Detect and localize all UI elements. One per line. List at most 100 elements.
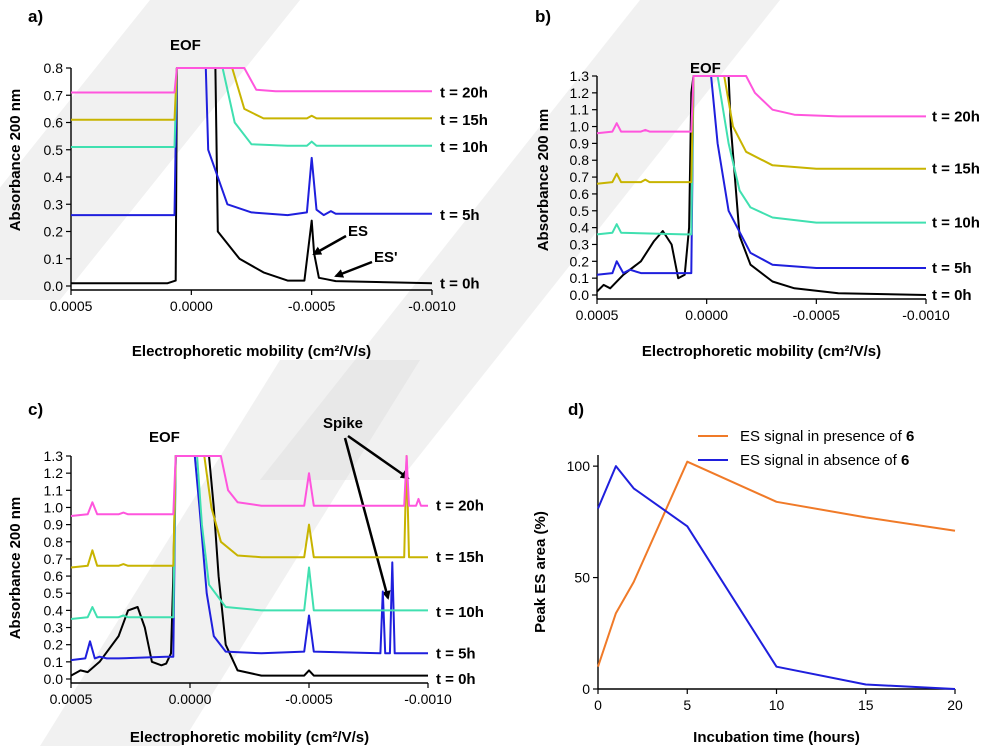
y-tick-label: 0.9 (570, 135, 590, 151)
y-axis-label: Absorbance 200 nm (7, 89, 24, 232)
y-axis-label: Absorbance 200 nm (535, 109, 552, 252)
y-tick-label: 0.5 (570, 203, 590, 219)
series-label-b-4: t = 20h (932, 108, 980, 125)
series-label-a-4: t = 20h (440, 85, 488, 102)
x-tick-label: -0.0010 (404, 691, 452, 707)
series-label-c-2: t = 10h (436, 604, 484, 621)
legend-entry-compound: 6 (906, 428, 914, 445)
chart-a: 0.0 0.1 0.2 0.3 0.4 0.5 0.6 0.7 0.8 0.0005 0.0000 -… (7, 60, 488, 360)
x-tick-label: -0.0010 (408, 298, 456, 314)
panel-a-es-prime-label: ES' (374, 249, 398, 266)
x-tick-label: 10 (769, 697, 785, 713)
y-tick-label: 1.2 (44, 465, 64, 481)
x-tick-label: -0.0005 (793, 307, 841, 323)
series-label-c-1: t = 5h (436, 645, 476, 662)
legend-entry-compound: 6 (901, 452, 909, 469)
y-tick-label: 1.3 (570, 68, 590, 84)
y-tick-label: 0 (582, 681, 590, 697)
y-tick-label: 0.1 (570, 270, 590, 286)
series-label-c-4: t = 20h (436, 498, 484, 515)
y-tick-label: 0.4 (44, 169, 64, 185)
x-tick-label: 0.0000 (685, 307, 728, 323)
series-label-b-0: t = 0h (932, 287, 972, 304)
x-tick-label: 0.0005 (50, 691, 93, 707)
series-label-b-1: t = 5h (932, 260, 972, 277)
panel-d-label: d) (568, 400, 584, 419)
y-axis-label: Peak ES area (%) (532, 511, 549, 633)
es-arrow (312, 234, 347, 256)
y-tick-label: 0.7 (570, 169, 590, 185)
y-tick-label: 0.2 (570, 253, 590, 269)
legend-entry-text: ES signal in absence of (740, 452, 901, 469)
y-tick-label: 100 (567, 458, 591, 474)
panel-a-eof-label: EOF (170, 37, 201, 54)
series-label-b-3: t = 15h (932, 161, 980, 178)
series-line-c-1 (70, 455, 428, 662)
series-line-b-4 (596, 75, 926, 135)
chart-c: 0.00.10.20.3 0.40.50.60.70.80.9 1.01.11.21… (7, 448, 484, 746)
series-line-b-3 (596, 75, 926, 185)
series-label-a-3: t = 15h (440, 112, 488, 129)
y-tick-label: 1.0 (570, 119, 590, 135)
panel-c-label: c) (28, 400, 43, 419)
series-line-d-1 (597, 465, 956, 690)
series-label-a-1: t = 5h (440, 207, 480, 224)
series-label-c-0: t = 0h (436, 671, 476, 688)
series-line-d-0 (597, 460, 956, 668)
panel-b-label: b) (535, 7, 551, 26)
x-tick-label: 20 (947, 697, 963, 713)
panel-a-label: a) (28, 7, 43, 26)
y-tick-label: 1.0 (44, 499, 64, 515)
y-axis-label: Absorbance 200 nm (7, 497, 24, 640)
x-axis-label: Incubation time (hours) (693, 729, 860, 746)
y-tick-label: 0.2 (44, 637, 64, 653)
x-tick-label: 5 (683, 697, 691, 713)
y-tick-label: 1.1 (44, 482, 64, 498)
y-tick-label: 0.6 (44, 115, 64, 131)
series-line-a-3 (71, 67, 432, 121)
y-tick-label: 1.1 (570, 102, 590, 118)
y-tick-label: 0.2 (44, 224, 64, 240)
panel-b-eof-label: EOF (690, 60, 721, 77)
series-label-b-2: t = 10h (932, 215, 980, 232)
y-tick-label: 0.0 (570, 287, 590, 303)
y-tick-label: 0.8 (570, 152, 590, 168)
y-tick-label: 0.0 (44, 278, 64, 294)
plots: 0.00.10.20.30.40.50.60.70.80.0005 0.0000-… (7, 60, 980, 746)
x-tick-label: 0.0000 (169, 691, 212, 707)
y-tick-label: 0.6 (44, 568, 64, 584)
x-tick-label: 0.0005 (576, 307, 619, 323)
y-tick-label: 0.1 (44, 654, 64, 670)
series-line-a-2 (71, 67, 432, 148)
y-tick-label: 0.7 (44, 551, 64, 567)
x-tick-label: -0.0010 (902, 307, 950, 323)
series-line-c-3 (70, 455, 428, 569)
x-tick-label: 0 (594, 697, 602, 713)
y-tick-label: 0.9 (44, 517, 64, 533)
y-tick-label: 0.3 (570, 236, 590, 252)
y-tick-label: 0.4 (570, 220, 590, 236)
legend-entry-0: ES signal in presence of 6 (740, 428, 914, 445)
y-tick-label: 0.7 (44, 87, 64, 103)
x-axis-label: Electrophoretic mobility (cm²/V/s) (130, 729, 369, 746)
y-tick-label: 0.3 (44, 196, 64, 212)
x-tick-label: -0.0005 (285, 691, 333, 707)
y-tick-label: 0.4 (44, 602, 64, 618)
x-tick-label: 0.0005 (50, 298, 93, 314)
y-tick-label: 0.3 (44, 620, 64, 636)
y-tick-label: 0.8 (44, 60, 64, 76)
y-tick-label: 50 (574, 570, 590, 586)
chart-b: 0.00.10.20.30.40.50.60.70.80.91.01.11.21… (535, 68, 980, 360)
spike-arrow-lower (343, 437, 391, 600)
series-line-c-4 (70, 455, 428, 517)
series-label-a-0: t = 0h (440, 275, 480, 292)
x-tick-label: 15 (858, 697, 874, 713)
y-tick-label: 0.8 (44, 534, 64, 550)
chart-d: 0 50 100 0 5 10 15 20 Incubation time (hours) Pea… (532, 428, 963, 746)
panel-a-es-label: ES (348, 223, 368, 240)
y-tick-label: 0.5 (44, 585, 64, 601)
y-tick-label: 0.0 (44, 671, 64, 687)
panel-c-eof-label: EOF (149, 429, 180, 446)
legend-entry-text: ES signal in presence of (740, 428, 906, 445)
